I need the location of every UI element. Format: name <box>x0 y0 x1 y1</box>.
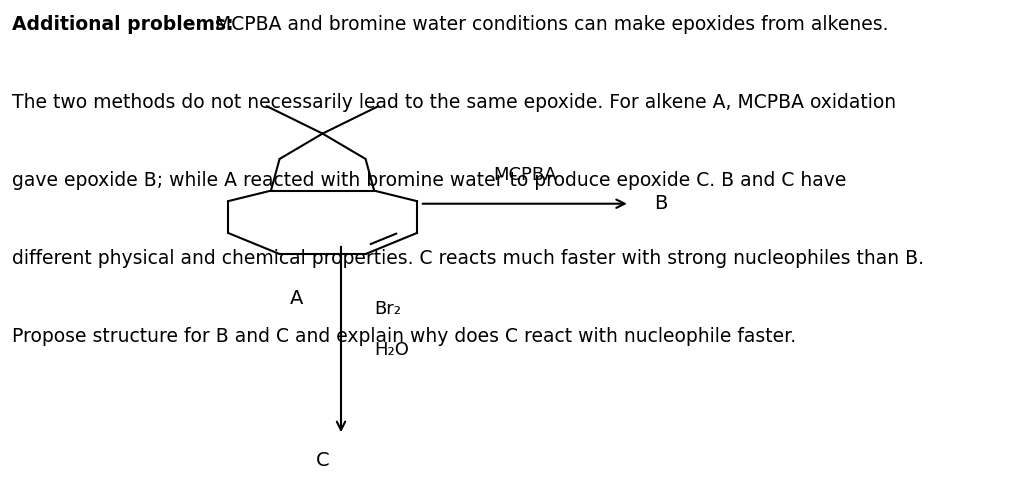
Text: MCPBA: MCPBA <box>494 165 557 184</box>
Text: MCPBA and bromine water conditions can make epoxides from alkenes.: MCPBA and bromine water conditions can m… <box>209 15 889 34</box>
Text: Br₂: Br₂ <box>374 300 400 318</box>
Text: A: A <box>290 289 304 308</box>
Text: The two methods do not necessarily lead to the same epoxide. For alkene A, MCPBA: The two methods do not necessarily lead … <box>12 93 896 112</box>
Text: H₂O: H₂O <box>374 341 409 359</box>
Text: different physical and chemical properties. C reacts much faster with strong nuc: different physical and chemical properti… <box>12 249 925 268</box>
Text: B: B <box>653 194 668 213</box>
Text: C: C <box>315 451 330 470</box>
Text: Propose structure for B and C and explain why does C react with nucleophile fast: Propose structure for B and C and explai… <box>12 327 797 346</box>
Text: Additional problems:: Additional problems: <box>12 15 233 34</box>
Text: gave epoxide B; while A reacted with bromine water to produce epoxide C. B and C: gave epoxide B; while A reacted with bro… <box>12 171 847 190</box>
